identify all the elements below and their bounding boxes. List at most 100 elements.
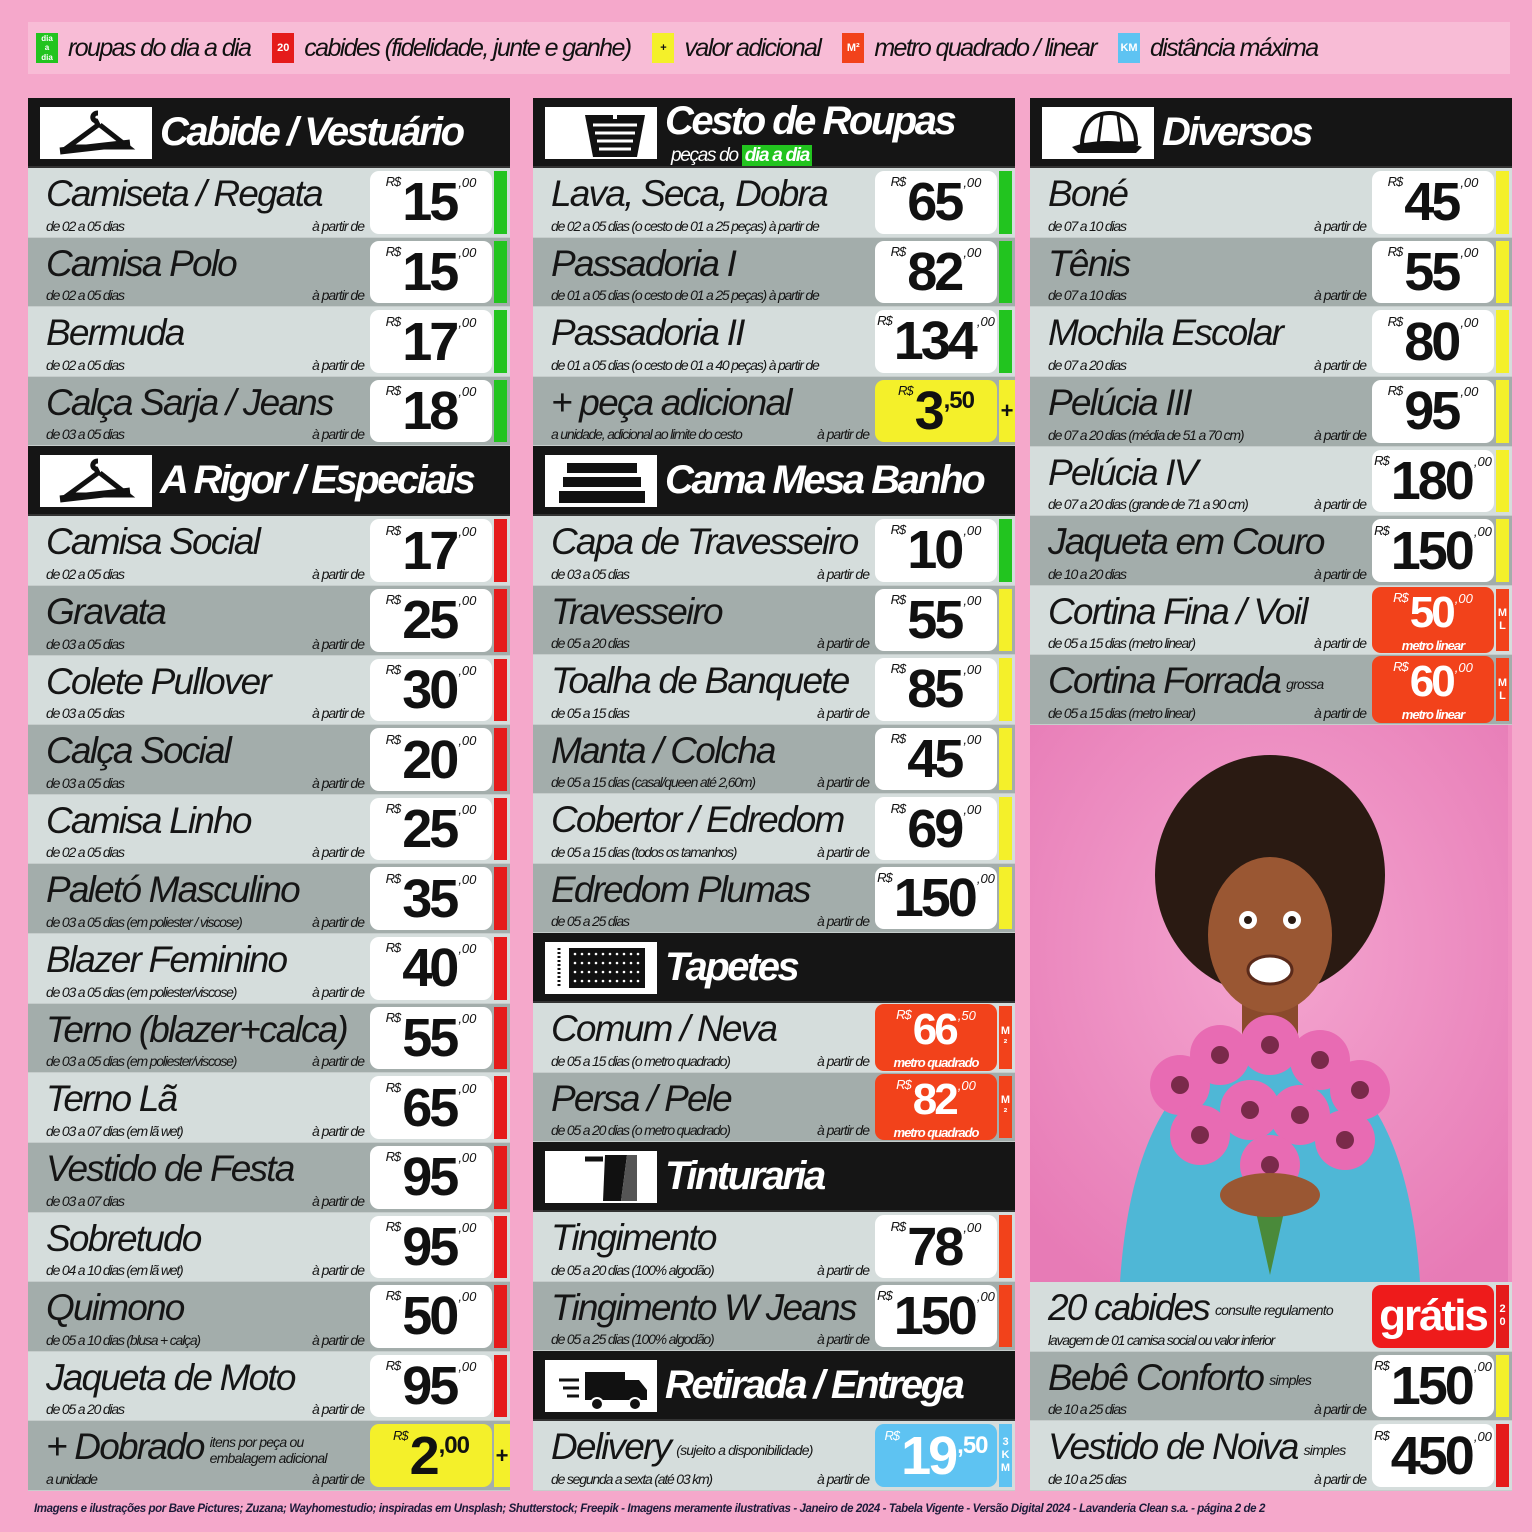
category-strip [999, 797, 1012, 860]
item-details: de 03 a 05 dias (em poliester/viscose) [46, 1053, 237, 1070]
price-value: 18 [402, 381, 459, 442]
price-cents: ,00 [1473, 453, 1492, 469]
price-value: 40 [402, 938, 459, 999]
price-cents: ,00 [976, 1289, 995, 1305]
item-details: de 03 a 07 dias (em lã wet) [46, 1122, 184, 1139]
item-name-text: Camisa Polo [46, 242, 238, 284]
price-line: R$ 17,00 [386, 521, 477, 581]
price-cents: ,00 [458, 1359, 477, 1375]
price-line: grátis [1379, 1290, 1489, 1342]
item-details: de 07 a 10 dias [1048, 217, 1127, 234]
from-price-label: à partir de [816, 1470, 870, 1487]
category-strip [494, 797, 507, 861]
from-price-label: à partir de [816, 704, 870, 721]
item-name: Edredom Plumas [551, 869, 811, 911]
item-name: Cobertor / Edredom [551, 799, 845, 841]
price-box: R$ 180,00 [1372, 449, 1494, 513]
price-value: 80 [1404, 311, 1461, 372]
price-row: Comum / Neva de 05 a 15 dias (o metro qua… [533, 1003, 1015, 1073]
price-line: R$ 25,00 [386, 799, 477, 859]
item-name: + peça adicional [551, 382, 792, 424]
subtitle-text: peças do [671, 145, 739, 166]
price-row: Terno Lã de 03 a 07 dias (em lã wet) à par… [28, 1073, 510, 1143]
item-name-text: Cortina Forrada [1048, 660, 1282, 702]
currency: R$ [385, 1079, 402, 1095]
price-value: 95 [402, 1216, 459, 1277]
price-row: Cortina Forrada grossa de 05 a 15 dias (me… [1030, 655, 1512, 726]
price-line: R$ 66,50 [896, 1005, 976, 1055]
from-price-label: à partir de [311, 635, 365, 652]
price-row: Quimono de 05 a 10 dias (blusa + calça) à … [28, 1282, 510, 1352]
price-line: R$ 50,00 [1393, 588, 1473, 638]
item-note: (sujeito a disponibilidade) [676, 1441, 813, 1458]
price-line: R$ 2,00 [393, 1426, 470, 1486]
price-box: R$ 30,00 [370, 658, 492, 722]
currency: R$ [385, 1149, 402, 1165]
category-strip [494, 1215, 507, 1279]
section-header: Cesto de Roupas peças do dia a dia [533, 98, 1015, 168]
item-details: de 07 a 20 dias (grande de 71 a 90 cm) [1048, 496, 1249, 513]
currency: R$ [1374, 522, 1390, 538]
item-details: de 02 a 05 dias [46, 217, 125, 234]
price-value: 45 [907, 728, 964, 789]
currency: R$ [385, 661, 402, 677]
item-name: Cortina Forrada grossa [1048, 660, 1324, 702]
price-line: R$ 20,00 [386, 730, 477, 790]
item-details: de 05 a 15 dias (metro linear) [1048, 705, 1196, 722]
price-box: R$ 60,00 metro linear [1372, 656, 1494, 724]
price-value: 25 [402, 799, 459, 860]
from-price-label: à partir de [1313, 1471, 1367, 1488]
from-price-label: à partir de [311, 426, 365, 443]
item-name-text: Boné [1048, 173, 1129, 214]
item-name-text: Tênis [1048, 242, 1131, 284]
legend-item: 20 cabides (fidelidade, junte e ganhe) [272, 33, 632, 63]
price-row: Lava, Seca, Dobra de 02 a 05 dias (o cest… [533, 168, 1015, 238]
price-row: Terno (blazer+calca) de 03 a 05 dias (em … [28, 1003, 510, 1074]
currency: R$ [1393, 659, 1409, 675]
section-header: Cama Mesa Banho [533, 446, 1015, 517]
plus-icon: + [495, 1442, 509, 1468]
item-name-text: Mochila Escolar [1048, 312, 1284, 354]
price-line: R$ 150,00 [1374, 521, 1492, 581]
price-box: R$ 50,00 metro linear [1372, 586, 1494, 654]
price-row: Persa / Pele de 05 a 20 dias (o metro qua… [533, 1072, 1015, 1143]
price-cents: ,00 [963, 592, 982, 608]
price-line: R$ 65,00 [891, 172, 982, 232]
category-strip: + [999, 379, 1015, 443]
price-row: Pelúcia III de 07 a 20 dias (média de 51 … [1030, 376, 1512, 447]
item-name: Calça Sarja / Jeans [46, 382, 334, 424]
unit-note: metro linear [1401, 707, 1465, 723]
price-box: R$ 3,50 [875, 379, 997, 443]
category-strip [494, 728, 507, 791]
item-name: Camisa Linho [46, 800, 252, 842]
category-strip [1496, 310, 1509, 373]
price-row: + Dobrado itens por peça ou embalagem adi… [28, 1421, 510, 1491]
item-name: Bebê Conforto simples [1048, 1357, 1312, 1399]
price-row: Calça Sarja / Jeans de 03 a 05 dias à part… [28, 376, 510, 447]
price-line: R$ 95,00 [386, 1356, 477, 1416]
item-name: Persa / Pele [551, 1078, 733, 1120]
price-line: R$ 55,00 [1388, 242, 1479, 302]
price-value: 15 [402, 172, 459, 233]
section-header: A Rigor / Especiais [28, 446, 510, 517]
legend-label: metro quadrado / linear [874, 33, 1097, 62]
price-line: R$ 95,00 [386, 1147, 477, 1207]
price-line: R$ 30,00 [386, 660, 477, 720]
price-row: Boné de 07 a 10 dias à partir de R$ 45,00 [1030, 168, 1512, 238]
price-value: 95 [402, 1147, 459, 1208]
item-details: de 03 a 05 dias [46, 774, 125, 791]
from-price-label: à partir de [1313, 426, 1367, 443]
item-name: Toalha de Banquete [551, 660, 850, 702]
price-value: 150 [893, 1286, 978, 1347]
price-box: R$ 150,00 [875, 866, 997, 930]
item-name-text: Terno Lã [46, 1078, 178, 1120]
from-price-label: à partir de [816, 635, 870, 652]
legend-item: M² metro quadrado / linear [842, 33, 1098, 63]
price-value: 20 [402, 729, 459, 790]
price-line: R$ 95,00 [386, 1217, 477, 1277]
unit-note: metro linear [1401, 637, 1465, 653]
category-strip [494, 1285, 507, 1348]
section-header: Cabide / Vestuário [28, 98, 510, 168]
price-line: R$ 3,50 [898, 381, 975, 441]
item-note: itens por peça ou embalagem adicional [209, 1433, 328, 1466]
